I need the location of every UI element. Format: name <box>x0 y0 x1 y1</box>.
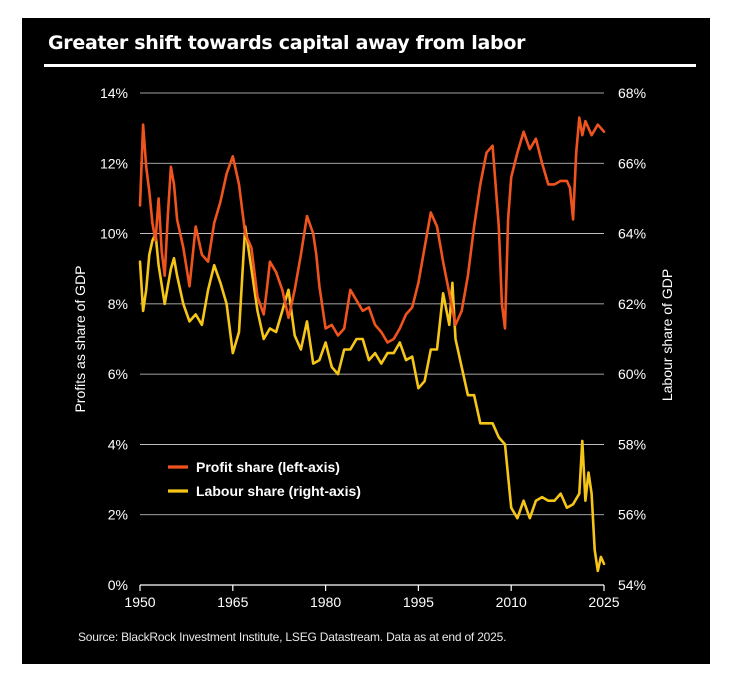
x-tick-label: 1965 <box>217 594 248 610</box>
y-right-tick-label: 66% <box>618 155 646 171</box>
y-right-tick-label: 58% <box>618 436 646 452</box>
source-note: Source: BlackRock Investment Institute, … <box>78 630 507 644</box>
x-tick-label: 2025 <box>588 594 619 610</box>
y-right-tick-label: 64% <box>618 226 646 242</box>
x-tick-label: 2010 <box>496 594 527 610</box>
y-left-tick-label: 2% <box>108 507 128 523</box>
y-right-tick-label: 60% <box>618 366 646 382</box>
y-right-tick-label: 62% <box>618 296 646 312</box>
y-left-tick-label: 8% <box>108 296 128 312</box>
x-tick-label: 1950 <box>124 594 155 610</box>
y-left-tick-label: 0% <box>108 577 128 593</box>
y-right-axis-title: Labour share of GDP <box>659 269 675 401</box>
chart-panel: Greater shift towards capital away from … <box>22 18 710 664</box>
y-right-tick-label: 56% <box>618 507 646 523</box>
line-chart: 0% 2% 4% 6% 8% 10% 12% 14% 54% 56% 58% 60% 62% 64% 66%… <box>72 85 675 610</box>
x-tick-label: 1995 <box>403 594 434 610</box>
grid-lines <box>140 92 604 516</box>
legend-label-labour: Labour share (right-axis) <box>196 483 361 499</box>
y-right-tick-label: 68% <box>618 85 646 101</box>
chart-title: Greater shift towards capital away from … <box>48 32 526 54</box>
y-left-tick-label: 4% <box>108 436 128 452</box>
legend: Profit share (left-axis) Labour share (ri… <box>168 459 361 499</box>
tick-labels: 0% 2% 4% 6% 8% 10% 12% 14% 54% 56% 58% 60% 62% 64% 66%… <box>72 85 675 610</box>
y-left-axis-title: Profits as share of GDP <box>72 265 88 412</box>
legend-label-profit: Profit share (left-axis) <box>196 459 340 475</box>
labour-share-line <box>138 225 606 573</box>
title-divider <box>44 64 696 67</box>
profit-share-line <box>138 116 606 344</box>
y-left-tick-label: 14% <box>100 85 128 101</box>
y-right-tick-label: 54% <box>618 577 646 593</box>
y-left-tick-label: 6% <box>108 366 128 382</box>
y-left-tick-label: 12% <box>100 155 128 171</box>
x-tick-label: 1980 <box>310 594 341 610</box>
y-left-tick-label: 10% <box>100 226 128 242</box>
series-layer <box>138 116 606 573</box>
axes <box>139 584 605 591</box>
